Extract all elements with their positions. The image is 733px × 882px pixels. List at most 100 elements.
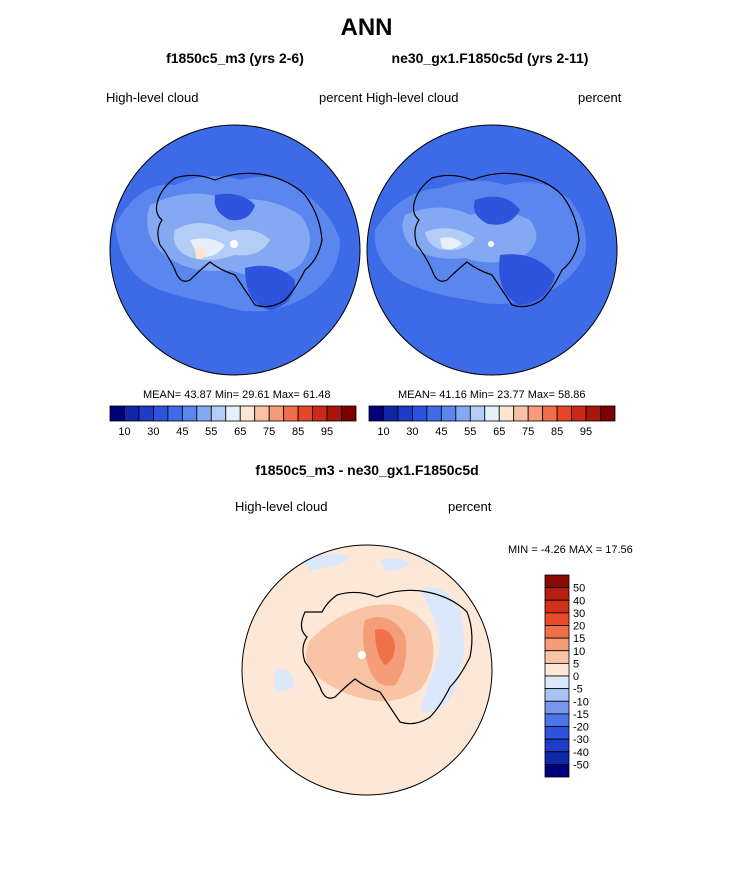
cbar3-swatch: [544, 700, 570, 715]
panel1-min-value: 29.61: [242, 389, 270, 401]
panel3-title: f1850c5_m3 - ne30_gx1.F1850c5d: [255, 462, 479, 478]
map2-coastline: [412, 172, 580, 308]
cbar3-swatch: [544, 612, 570, 626]
map3-pole-mark: [358, 651, 366, 659]
cbar1-swatch: [210, 405, 227, 422]
cbar1-swatch: [153, 405, 169, 422]
cbar3-swatch: [544, 751, 570, 765]
panel3-units-label: percent: [448, 499, 492, 514]
cbar1-swatch: [268, 405, 285, 422]
cbar1-swatch: [312, 405, 328, 422]
cbar3-tick-label: -30: [573, 734, 589, 746]
cbar3-swatch: [544, 738, 570, 753]
cbar2-swatch: [585, 405, 601, 422]
cbar2-tick-label: 55: [464, 426, 476, 438]
cbar2-swatch: [383, 405, 399, 422]
cbar1-tick-label: 10: [118, 426, 130, 438]
panel2-title: ne30_gx1.F1850c5d (yrs 2-11): [391, 50, 589, 66]
panel2-max-value: 58.86: [557, 389, 586, 401]
panel1-units-label: percent: [319, 90, 363, 105]
cbar1-tick-label: 55: [205, 426, 217, 438]
map2-band-dark2: [473, 196, 520, 225]
cbar2-tick-label: 85: [551, 426, 563, 438]
panel1-max-value: 61.48: [302, 389, 331, 401]
cbar3-tick-label: 50: [573, 583, 585, 595]
cbar2-tick-label: 30: [406, 426, 418, 438]
map2-antarctic-high-cloud: [367, 125, 617, 375]
cbar2-tick-label: 65: [493, 426, 505, 438]
cbar1-tick-label: 45: [176, 426, 188, 438]
map2-pole-mark: [488, 241, 494, 247]
cbar3-swatch: [544, 763, 570, 778]
cbar1-swatch: [138, 405, 154, 422]
colorbar-panel2: 10 30 45 55 65 75 85 95: [368, 405, 616, 438]
map1-antarctic-high-cloud: [110, 125, 360, 375]
cbar1-swatch: [341, 405, 357, 422]
cbar3-tick-label: -40: [573, 747, 589, 759]
map1-band-dark2: [214, 193, 255, 221]
cbar2-swatch: [527, 405, 544, 422]
panel2-units-label: percent: [578, 90, 622, 105]
cbar2-swatch: [600, 405, 616, 422]
cbar2-tick-label: 95: [580, 426, 592, 438]
cbar3-tick-label: -50: [573, 759, 589, 771]
panel1-stats: MEAN= 43.87 Min= 29.61 Max= 61.48: [143, 389, 331, 401]
cbar3-tick-label: 10: [573, 646, 585, 658]
panel2-max-label: Max=: [527, 389, 555, 401]
cbar2-tick-label: 45: [435, 426, 447, 438]
cbar3-tick-label: -15: [573, 709, 589, 721]
map1-band-peach: [195, 246, 207, 260]
panel2-variable-label: High-level cloud: [366, 90, 459, 105]
panel2-stats: MEAN= 41.16 Min= 23.77 Max= 58.86: [398, 389, 586, 401]
panel1-title: f1850c5_m3 (yrs 2-6): [166, 50, 304, 66]
cbar3-tick-label: 5: [573, 658, 579, 670]
panel1-mean-value: 43.87: [184, 389, 212, 401]
cbar3-swatch: [544, 587, 570, 601]
panel1-mean-label: MEAN=: [143, 389, 182, 401]
cbar2-tick-label: 10: [377, 426, 389, 438]
map3-blue-patch4: [380, 558, 410, 571]
panel1-max-label: Max=: [272, 389, 300, 401]
cbar1-swatch: [181, 405, 198, 422]
cbar2-swatch: [498, 405, 515, 422]
cbar1-swatch: [326, 405, 342, 422]
panel2-min-label: Min=: [469, 389, 495, 401]
cbar2-swatch: [397, 405, 413, 422]
panel3-min-value: -4.26: [540, 544, 566, 556]
map1-band-dark: [245, 265, 295, 310]
panel1-variable-label: High-level cloud: [106, 90, 199, 105]
panel3-max-label: MAX =: [568, 544, 603, 556]
cbar2-swatch: [426, 405, 442, 422]
cbar3-tick-label: -5: [573, 684, 583, 696]
cbar1-swatch: [124, 405, 140, 422]
cbar3-swatch: [544, 574, 570, 589]
cbar1-swatch: [196, 405, 212, 422]
cbar1-tick-label: 85: [292, 426, 304, 438]
cbar1-tick-label: 95: [321, 426, 333, 438]
panel3-min-label: MIN =: [508, 544, 538, 556]
cbar3-swatch: [544, 675, 570, 690]
cbar2-tick-label: 75: [522, 426, 534, 438]
cbar3-tick-label: -20: [573, 722, 589, 734]
cbar3-tick-label: -10: [573, 696, 589, 708]
cbar1-swatch: [297, 405, 313, 422]
cbar1-tick-label: 30: [147, 426, 159, 438]
cbar2-swatch: [368, 405, 384, 422]
cbar1-swatch: [254, 405, 270, 422]
cbar2-swatch: [412, 405, 428, 422]
cbar1-swatch: [283, 405, 299, 422]
cbar2-swatch: [440, 405, 457, 422]
panel3-stats: MIN = -4.26 MAX = 17.56: [508, 544, 633, 556]
cbar2-swatch: [556, 405, 572, 422]
cbar2-swatch: [513, 405, 529, 422]
cbar3-swatch: [544, 650, 570, 664]
map2-band-white: [440, 237, 462, 250]
cbar1-tick-label: 75: [263, 426, 275, 438]
cbar3-swatch: [544, 637, 570, 652]
cbar2-swatch: [455, 405, 471, 422]
cbar2-swatch: [484, 405, 500, 422]
cbar3-swatch: [544, 688, 570, 702]
cbar3-tick-label: 40: [573, 595, 585, 607]
cbar3-swatch: [544, 625, 570, 639]
